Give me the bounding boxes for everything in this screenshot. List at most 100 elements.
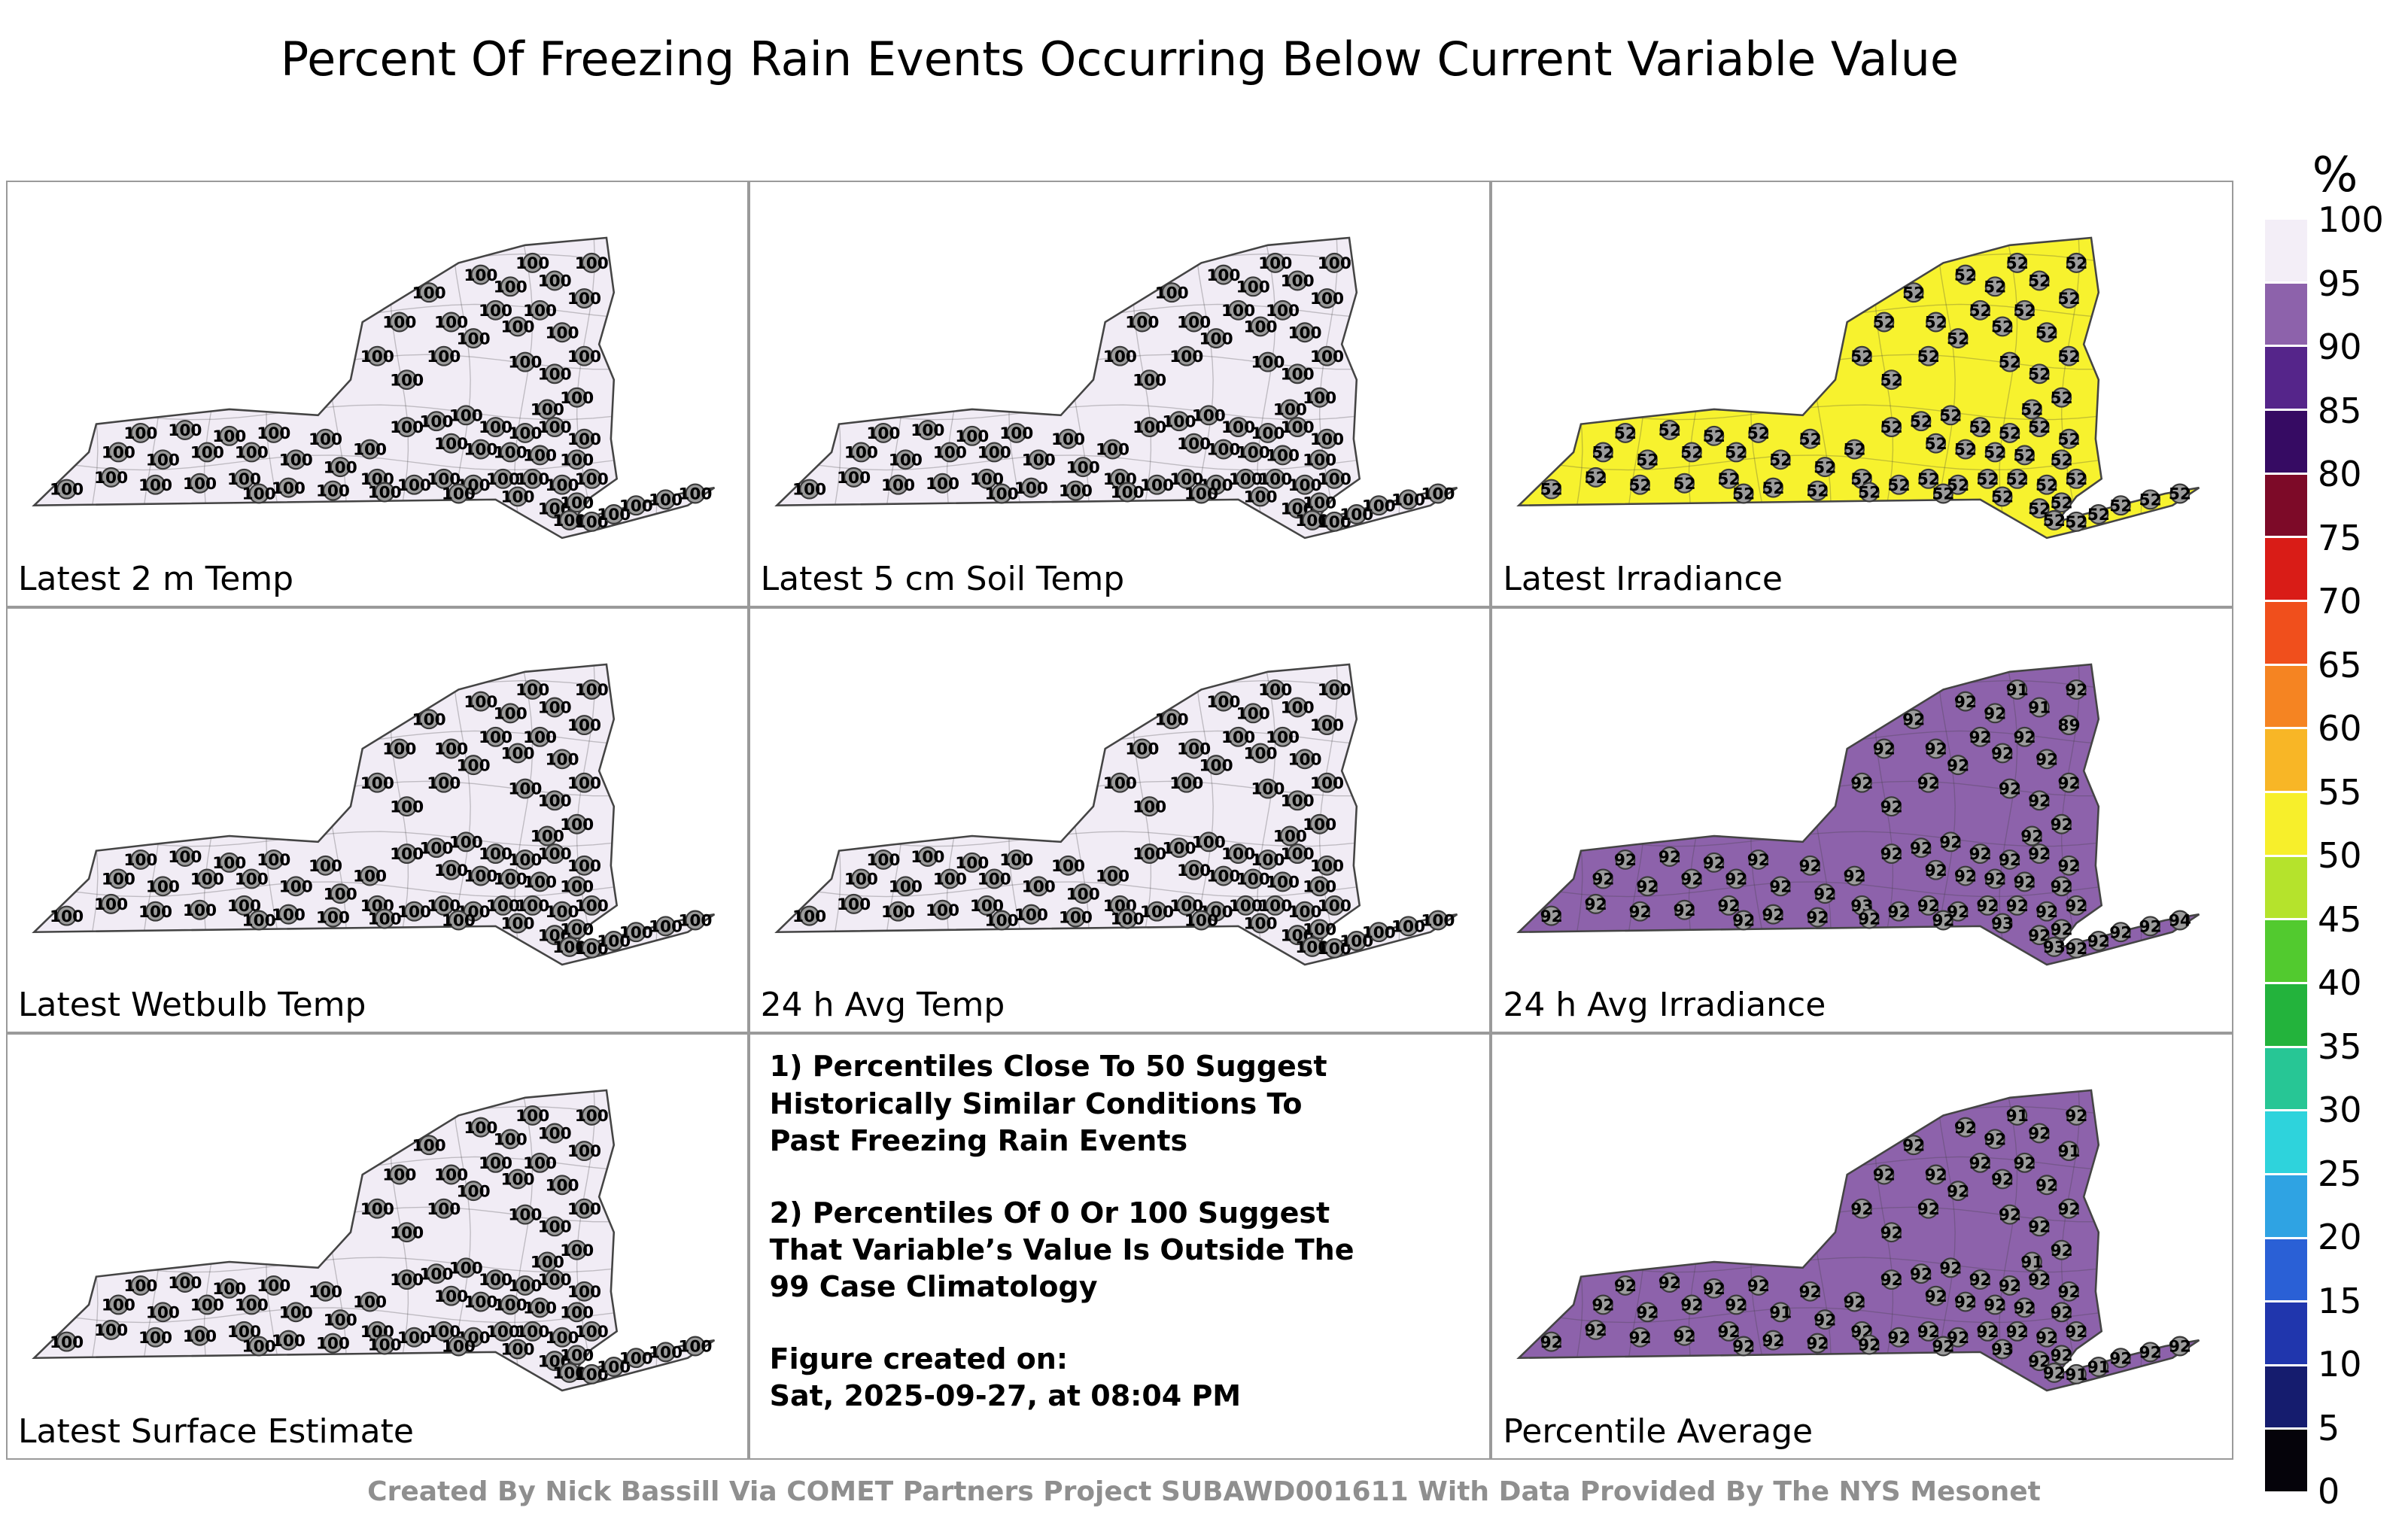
station-value: 100 (545, 903, 579, 922)
station-marker (2169, 910, 2191, 931)
station-marker (1992, 316, 2013, 337)
station-value: 100 (515, 470, 549, 489)
station-marker (567, 492, 588, 513)
station-marker (1615, 849, 1636, 870)
station-marker (492, 1321, 513, 1342)
station-value: 100 (183, 475, 217, 494)
station-value: 100 (434, 1287, 468, 1306)
station-marker (1992, 1169, 2013, 1190)
station-marker (1272, 299, 1293, 321)
station-value: 100 (1310, 430, 1344, 449)
station-marker (1287, 697, 1308, 718)
station-value: 100 (523, 1154, 557, 1173)
station-value: 92 (1932, 1338, 1955, 1357)
station-marker (2051, 1240, 2072, 1261)
station-value: 92 (2014, 1154, 2036, 1173)
station-value: 92 (2028, 845, 2051, 864)
station-value: 100 (457, 330, 491, 348)
station-value: 100 (1021, 451, 1055, 470)
station-marker (1970, 1269, 1991, 1290)
station-value: 100 (575, 940, 609, 959)
colorbar-segment (2265, 856, 2307, 919)
station-marker (470, 1291, 491, 1312)
station-value: 92 (1703, 1280, 1725, 1299)
station-marker (843, 893, 864, 914)
station-marker (1947, 474, 1969, 495)
station-marker (1911, 837, 1932, 858)
station-marker (1926, 859, 1947, 880)
station-marker (1637, 1302, 1659, 1323)
station-marker (1659, 420, 1680, 440)
station-marker (418, 282, 439, 303)
station-marker (1242, 703, 1263, 723)
station-marker (56, 1331, 78, 1352)
colorbar-segment (2265, 347, 2307, 409)
station-value: 100 (1228, 897, 1262, 916)
colorbar-segment (2265, 1302, 2307, 1364)
station-value: 92 (2058, 1283, 2081, 1302)
station-value: 52 (1984, 444, 2007, 463)
station-marker (1198, 831, 1219, 852)
station-value: 100 (412, 1137, 446, 1156)
colorbar-tick-label: 20 (2318, 1217, 2362, 1257)
station-value: 100 (94, 1321, 128, 1340)
station-value: 92 (1762, 1332, 1785, 1351)
panel-24h-avg-irradiance: 92 92 92 92 92 92 92 92 92 92 92 92 92 92 92 92 92 92 92 93… (1491, 606, 2233, 1034)
station-marker (470, 264, 491, 285)
station-marker (433, 468, 455, 489)
station-marker (1593, 868, 1614, 889)
station-marker (2014, 299, 2036, 321)
station-value: 100 (1133, 845, 1166, 864)
station-value: 100 (1421, 911, 1455, 930)
station-value: 100 (545, 324, 579, 342)
colorbar-tick-label: 30 (2318, 1090, 2362, 1130)
station-value: 100 (168, 421, 202, 440)
station-marker (1955, 264, 1976, 285)
station-marker (315, 1281, 336, 1302)
station-value: 91 (2021, 1254, 2044, 1272)
station-marker (1227, 299, 1248, 321)
station-value: 100 (844, 444, 878, 463)
station-value: 92 (1614, 1277, 1637, 1296)
station-value: 89 (2058, 716, 2081, 735)
colorbar-segment (2265, 665, 2307, 728)
station-marker (1889, 1327, 1910, 1348)
station-value: 100 (1317, 470, 1351, 489)
station-value: 100 (1162, 412, 1196, 431)
station-value: 100 (190, 1296, 224, 1315)
station-value: 100 (888, 877, 922, 896)
station-value: 100 (567, 1143, 601, 1162)
station-value: 100 (168, 848, 202, 867)
station-marker (1955, 1291, 1976, 1312)
station-marker (1941, 405, 1962, 426)
station-marker (152, 449, 173, 470)
station-value: 100 (932, 870, 966, 889)
station-value: 52 (2028, 418, 2051, 437)
station-value: 100 (1014, 479, 1048, 498)
station-marker (1109, 772, 1130, 793)
station-value: 100 (434, 861, 468, 880)
station-value: 100 (212, 427, 246, 446)
station-marker (574, 288, 594, 309)
station-marker (2059, 345, 2080, 366)
station-marker (1324, 468, 1345, 489)
station-value: 52 (1880, 371, 1903, 390)
station-marker (976, 895, 997, 916)
station-marker (581, 511, 602, 532)
station-value: 92 (2028, 1125, 2051, 1144)
station-value: 100 (486, 897, 520, 916)
station-marker (515, 778, 536, 799)
station-value: 100 (1206, 692, 1240, 711)
station-marker (604, 504, 625, 524)
station-value: 100 (494, 870, 528, 889)
station-value: 100 (508, 424, 542, 443)
station-marker (1139, 417, 1160, 438)
station-value: 92 (2006, 897, 2029, 916)
station-value: 92 (1969, 845, 1992, 864)
station-value: 92 (2036, 750, 2058, 769)
station-value: 52 (2058, 348, 2081, 366)
station-value: 100 (649, 1344, 683, 1363)
station-marker (567, 875, 588, 896)
station-value: 100 (1339, 506, 1373, 524)
station-marker (1955, 865, 1976, 886)
